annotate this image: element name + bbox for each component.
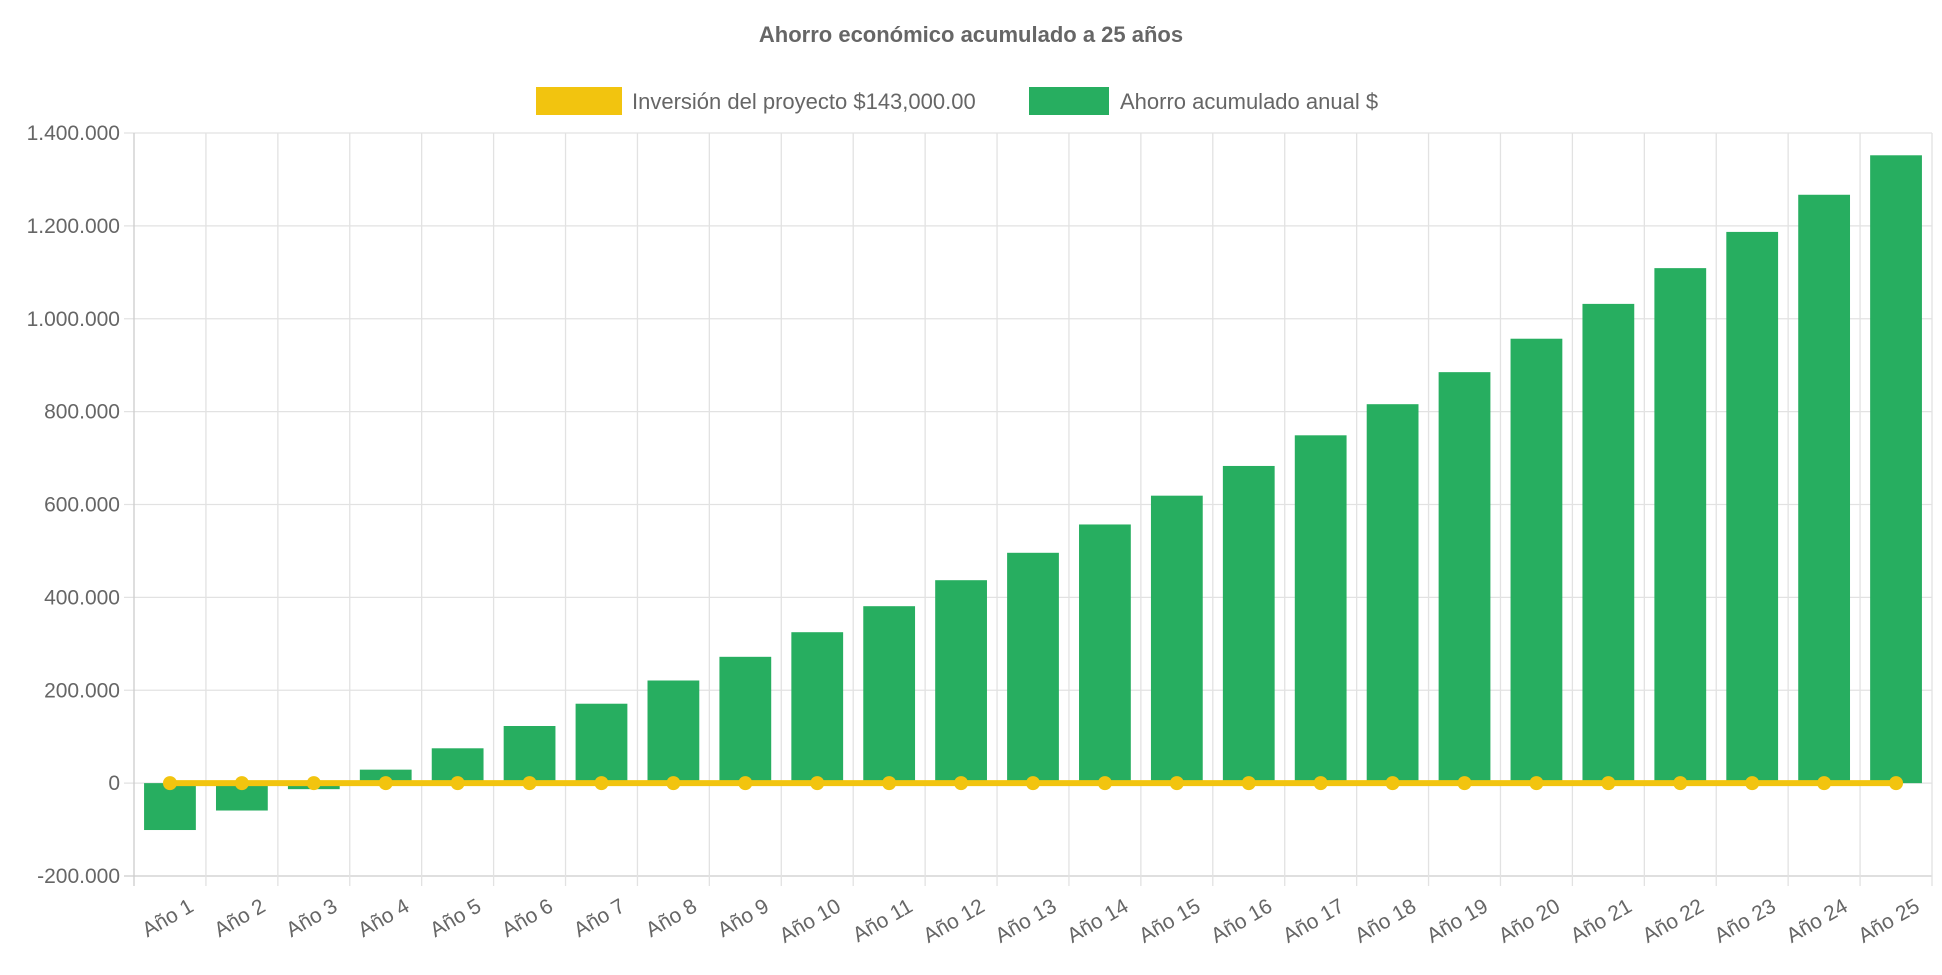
line-point [1529, 776, 1544, 791]
bar [863, 606, 916, 784]
bar [1079, 524, 1131, 784]
y-tick-label: 600.000 [44, 494, 120, 517]
x-tick-label: Año 18 [1351, 895, 1420, 948]
x-tick-label: Año 21 [1567, 895, 1636, 948]
legend-swatch-investment [536, 87, 622, 115]
x-tick-label: Año 10 [776, 895, 845, 948]
y-tick-label: 400.000 [44, 586, 120, 609]
line-point [738, 776, 753, 791]
bar [1007, 552, 1059, 784]
bar [1654, 268, 1707, 784]
legend-item-savings[interactable]: Ahorro acumulado anual $ [1029, 87, 1378, 115]
y-tick-label: 800.000 [44, 401, 120, 424]
grid [124, 132, 1933, 886]
bar [144, 783, 196, 831]
line-point [1313, 776, 1328, 791]
x-tick-label: Año 23 [1711, 895, 1780, 948]
line-point [810, 776, 825, 791]
x-tick-label: Año 25 [1854, 895, 1923, 948]
investment-line [162, 776, 1904, 791]
x-tick-label: Año 20 [1495, 895, 1564, 948]
line-point [1601, 776, 1616, 791]
line-point [1026, 776, 1040, 791]
y-tick-label: 1.200.000 [27, 215, 120, 238]
x-tick-label: Año 19 [1423, 895, 1492, 948]
line-point [666, 776, 681, 791]
legend-swatch-savings [1029, 87, 1109, 115]
bar [647, 680, 700, 784]
line-point [522, 776, 537, 791]
y-tick-label: 1.000.000 [27, 308, 120, 331]
x-tick-label: Año 22 [1639, 895, 1708, 948]
x-tick-label: Año 14 [1063, 894, 1132, 947]
line-point [1457, 776, 1472, 791]
x-tick-label: Año 11 [849, 895, 917, 947]
line-point [1241, 776, 1256, 791]
line-point [1889, 776, 1904, 791]
y-tick-label: 200.000 [44, 679, 120, 702]
x-tick-label: Año 6 [498, 895, 557, 942]
y-axis-ticks: -200.000 0 200.000 400.000 600.000 800.000 1.0… [27, 122, 120, 888]
bar [1726, 231, 1779, 784]
x-tick-label: Año 4 [354, 894, 413, 942]
x-tick-label: Año 15 [1135, 895, 1204, 948]
x-tick-label: Año 3 [282, 895, 341, 942]
line-point [306, 776, 321, 791]
line-point [234, 776, 249, 791]
x-tick-label: Año 12 [919, 895, 988, 948]
legend-label-investment: Inversión del proyecto $143,000.00 [632, 89, 976, 114]
line-point [1673, 776, 1688, 791]
bar [575, 703, 628, 784]
line-point [162, 776, 177, 791]
x-tick-label: Año 7 [570, 895, 629, 942]
legend-item-investment[interactable]: Inversión del proyecto $143,000.00 [536, 87, 976, 115]
bar [1150, 495, 1203, 784]
x-tick-label: Año 16 [1207, 895, 1276, 948]
bar [1438, 372, 1491, 784]
line-point [954, 776, 969, 791]
bars [144, 155, 1922, 831]
line-point [594, 776, 609, 791]
bar [1870, 155, 1922, 784]
y-tick-label: -200.000 [37, 865, 120, 888]
bar [719, 656, 772, 784]
x-tick-label: Año 1 [138, 895, 197, 942]
legend-label-savings: Ahorro acumulado anual $ [1120, 89, 1378, 114]
bar [503, 726, 556, 784]
x-tick-label: Año 8 [642, 895, 701, 942]
bar [1582, 303, 1635, 784]
bar [1294, 435, 1347, 784]
line-point [1817, 776, 1832, 791]
bar [1366, 404, 1419, 784]
y-tick-label: 0 [108, 772, 120, 795]
x-tick-label: Año 5 [426, 895, 485, 942]
x-axis-ticks: Año 1 Año 2 Año 3 Año 4 Año 5 Año 6 Año 7 Año 8… [138, 894, 1923, 947]
bar [1222, 465, 1275, 784]
x-tick-label: Año 17 [1279, 895, 1348, 948]
x-tick-label: Año 9 [714, 895, 773, 942]
bar [1510, 338, 1563, 784]
x-tick-label: Año 24 [1782, 894, 1851, 947]
bar [1798, 194, 1851, 784]
line-point [1745, 776, 1760, 791]
chart-title: Ahorro económico acumulado a 25 años [759, 22, 1183, 47]
line-point [1385, 776, 1400, 791]
x-tick-label: Año 13 [991, 895, 1060, 948]
y-tick-label: 1.400.000 [27, 122, 120, 145]
bar [935, 580, 987, 784]
line-point [882, 776, 897, 791]
x-tick-label: Año 2 [210, 895, 269, 942]
line-point [450, 776, 465, 791]
bar [791, 632, 844, 784]
line-point [1169, 776, 1184, 791]
line-point [378, 776, 393, 791]
line-point [1097, 776, 1112, 791]
legend: Inversión del proyecto $143,000.00 Ahorr… [536, 87, 1378, 115]
